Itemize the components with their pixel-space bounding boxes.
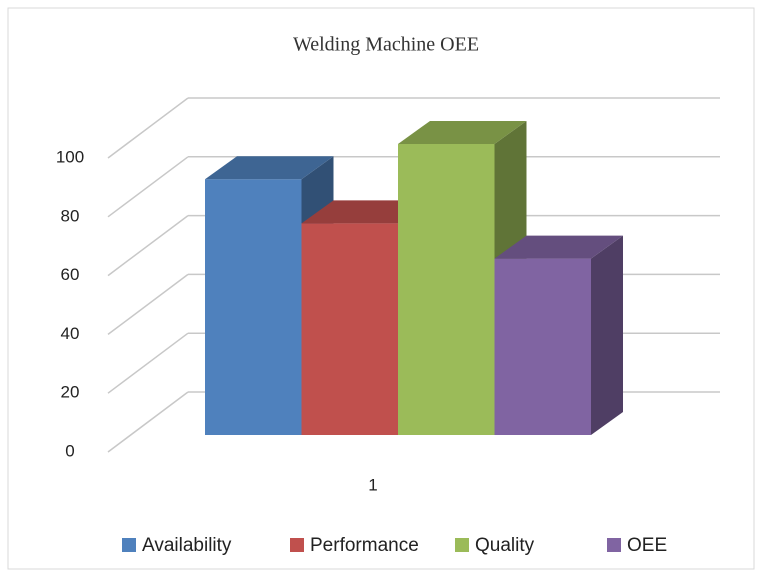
bar	[205, 179, 302, 435]
grid-line	[107, 156, 189, 218]
grid-line	[107, 97, 189, 159]
chart-title: Welding Machine OEE	[293, 34, 479, 56]
bar	[398, 143, 495, 435]
legend-label: Performance	[310, 535, 419, 556]
y-tick-label: 40	[61, 324, 80, 343]
bar-top	[205, 156, 334, 180]
legend-swatch	[607, 538, 621, 552]
bar	[494, 258, 591, 435]
bar-top	[398, 120, 527, 144]
y-tick-label: 100	[56, 147, 84, 166]
bar	[301, 223, 398, 435]
x-tick-label: 1	[368, 475, 377, 494]
y-tick-label: 0	[65, 441, 74, 460]
legend-swatch	[122, 538, 136, 552]
grid-line	[107, 391, 189, 453]
grid-line	[107, 215, 189, 277]
bar-side	[591, 235, 623, 435]
legend-label: OEE	[627, 535, 667, 556]
legend-label: Availability	[142, 535, 232, 556]
y-tick-label: 80	[61, 206, 80, 225]
bar-top	[494, 235, 623, 259]
bar-top	[301, 200, 430, 224]
grid-line	[107, 273, 189, 335]
grid-line	[107, 332, 189, 394]
y-tick-label: 20	[61, 383, 80, 402]
legend-label: Quality	[475, 535, 535, 556]
legend-swatch	[455, 538, 469, 552]
legend-swatch	[290, 538, 304, 552]
y-tick-label: 60	[61, 265, 80, 284]
